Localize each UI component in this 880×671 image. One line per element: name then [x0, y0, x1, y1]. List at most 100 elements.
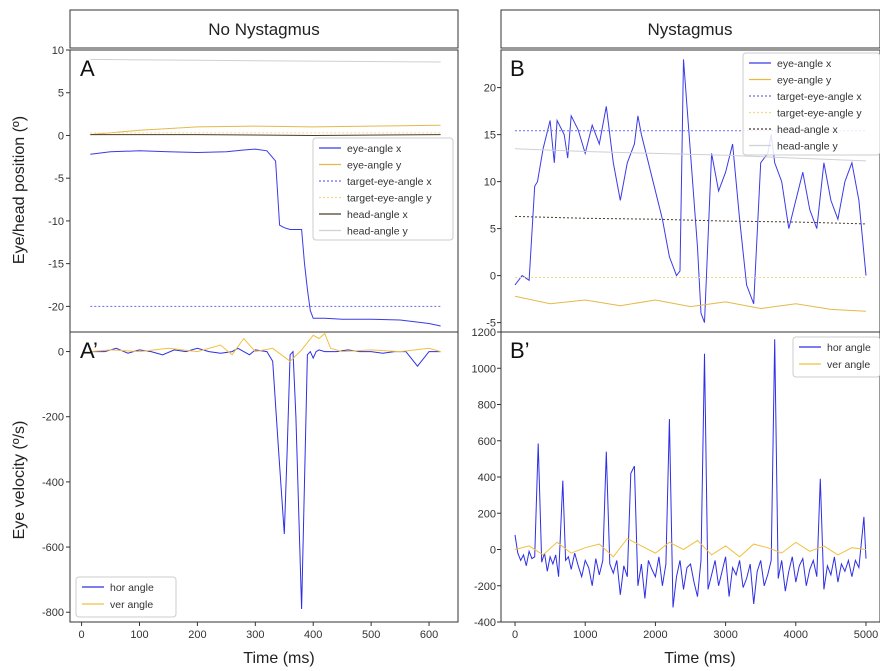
legend-label: ver angle — [827, 359, 870, 371]
y-tick-label: 600 — [478, 436, 496, 448]
series-hor — [514, 339, 867, 608]
y-tick-label: -5 — [486, 318, 496, 330]
y-tick-label: -800 — [42, 607, 64, 619]
x-tick-label: 100 — [130, 629, 148, 641]
legend: hor angle ver angle — [792, 336, 880, 378]
y-tick-label: 15 — [484, 130, 496, 142]
series-eye_x — [90, 148, 441, 327]
legend-label: eye-angle x — [777, 58, 832, 70]
x-label-left: Time (ms) — [243, 650, 314, 667]
x-tick-label: 1000 — [573, 629, 597, 641]
y-tick-label: 0 — [58, 130, 64, 142]
legend: eye-angle x eye-angle y target-eye-angle x… — [312, 137, 454, 241]
x-tick-label: 0 — [79, 629, 85, 641]
x-tick-label: 500 — [362, 629, 380, 641]
series-head_y — [90, 58, 441, 63]
col-header-left: No Nystagmus — [208, 20, 319, 39]
x-tick-label: 300 — [246, 629, 264, 641]
legend-label: eye-angle y — [347, 160, 402, 172]
y-tick-label: 200 — [478, 508, 496, 520]
legend-label: ver angle — [110, 599, 153, 611]
x-tick-label: 400 — [304, 629, 322, 641]
x-tick-label: 600 — [420, 629, 438, 641]
legend-label: head-angle x — [347, 209, 408, 221]
y-tick-label: 800 — [478, 400, 496, 412]
x-tick-label: 0 — [512, 629, 518, 641]
series-group — [514, 339, 867, 608]
panel-label: A — [80, 56, 95, 81]
panel-a-prime-eye-velocity: 0 -200 -400 -600 -800 0 100 200 300 400 500 600 A’ ho… — [42, 331, 459, 641]
legend-box — [312, 137, 454, 241]
series-eye_y — [90, 124, 441, 136]
y-tick-label: 10 — [52, 45, 64, 57]
y-tick-label: 1000 — [472, 363, 496, 375]
y-tick-label: 1200 — [472, 327, 496, 339]
y-axis-ticks: 1200 1000 800 600 400 200 0 -200 -400 — [472, 327, 501, 629]
panel-b-eye-head-position: 20 15 10 5 0 -5 B eye-angle x eye-angle y target-… — [484, 49, 880, 333]
y-tick-label: 10 — [484, 177, 496, 189]
legend-label: head-angle x — [777, 124, 838, 136]
legend-label: hor angle — [827, 342, 871, 354]
y-axis-ticks: 20 15 10 5 0 -5 — [484, 83, 501, 330]
y-tick-label: -200 — [474, 581, 496, 593]
panel-label: B — [510, 56, 525, 81]
panel-label: A’ — [80, 338, 98, 363]
x-tick-label: 3000 — [713, 629, 737, 641]
y-tick-label: 0 — [58, 347, 64, 359]
y-tick-label: 400 — [478, 472, 496, 484]
x-axis-ticks: 0 1000 2000 3000 4000 5000 — [512, 622, 878, 641]
x-tick-label: 2000 — [643, 629, 667, 641]
y-tick-label: -200 — [42, 412, 64, 424]
y-tick-label: -600 — [42, 542, 64, 554]
x-tick-label: 5000 — [854, 629, 878, 641]
plot-frame — [69, 331, 459, 623]
y-tick-label: -400 — [42, 477, 64, 489]
legend: eye-angle x eye-angle y target-eye-angle x… — [742, 52, 880, 156]
col-header-left-box — [69, 9, 459, 49]
y-tick-label: 20 — [484, 83, 496, 95]
y-tick-label: -15 — [48, 259, 64, 271]
col-header-right-box — [500, 9, 880, 49]
legend-label: eye-angle y — [777, 75, 832, 87]
x-label-right: Time (ms) — [664, 650, 735, 667]
y-tick-label: 5 — [58, 88, 64, 100]
y-tick-label: 0 — [490, 545, 496, 557]
series-eye_y — [514, 295, 867, 312]
legend-label: target-eye-angle y — [347, 193, 432, 205]
series-eye_x — [514, 59, 867, 323]
x-axis-ticks: 0 100 200 300 400 500 600 — [79, 622, 438, 641]
y-tick-label: 5 — [490, 224, 496, 236]
row-label-top: Eye/head position (º) — [11, 116, 28, 264]
legend-label: eye-angle x — [347, 143, 402, 155]
row-label-bottom: Eye velocity (º/s) — [11, 421, 28, 540]
y-axis-ticks: 10 5 0 -5 -10 -15 -20 — [48, 45, 70, 313]
y-axis-ticks: 0 -200 -400 -600 -800 — [42, 347, 70, 619]
series-ver — [90, 332, 441, 362]
panel-label: B’ — [510, 338, 530, 363]
x-tick-label: 200 — [188, 629, 206, 641]
legend-label: target-eye-angle x — [347, 176, 432, 188]
y-tick-label: -400 — [474, 617, 496, 629]
col-header-right: Nystagmus — [647, 20, 732, 39]
series-ver — [514, 537, 867, 558]
series-hor — [90, 347, 441, 610]
series-group — [90, 332, 441, 610]
legend-label: target-eye-angle y — [777, 108, 862, 120]
y-tick-label: -20 — [48, 301, 64, 313]
legend-label: target-eye-angle x — [777, 91, 862, 103]
series-head_y — [514, 148, 867, 162]
legend-box — [742, 52, 880, 156]
series-group — [90, 58, 441, 327]
y-tick-label: 0 — [490, 271, 496, 283]
y-tick-label: -5 — [54, 173, 64, 185]
y-tick-label: -10 — [48, 216, 64, 228]
legend-label: head-angle y — [347, 226, 408, 238]
series-head_x — [90, 134, 441, 137]
x-tick-label: 4000 — [784, 629, 808, 641]
legend: hor angle ver angle — [75, 576, 177, 618]
legend-label: head-angle y — [777, 141, 838, 153]
series-head_x — [514, 215, 867, 225]
